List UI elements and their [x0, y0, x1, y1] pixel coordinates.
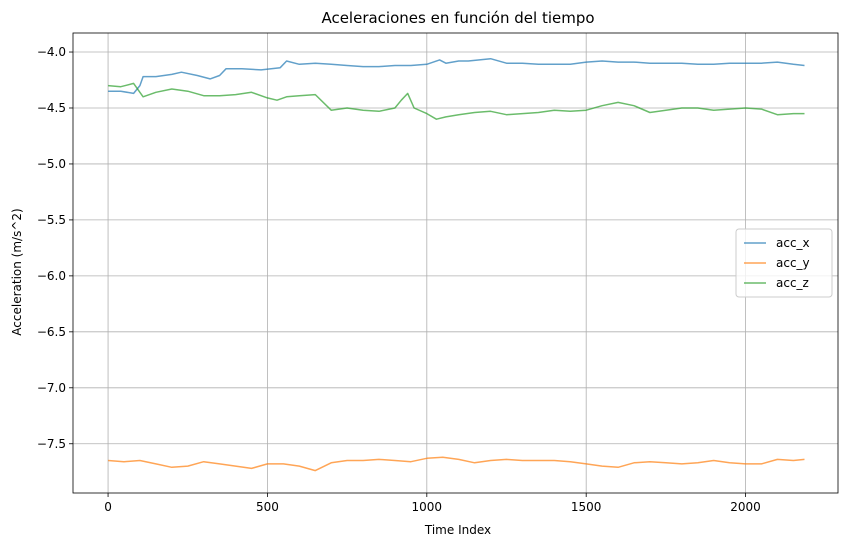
x-axis-label: Time Index: [424, 523, 491, 537]
y-tick-label: −5.5: [37, 213, 66, 227]
y-tick-label: −5.0: [37, 157, 66, 171]
y-axis-label: Acceleration (m/s^2): [10, 208, 24, 335]
x-tick-label: 1500: [571, 500, 602, 514]
series-line-acc-z: [108, 82, 805, 120]
series-line-acc-x: [108, 57, 805, 95]
series-line-acc-y: [108, 456, 805, 472]
legend: acc_x acc_y acc_z: [735, 228, 833, 298]
y-tick-label: −6.0: [37, 269, 66, 283]
x-tick-label: 2000: [730, 500, 761, 514]
y-ticks: −4.0 −4.5 −5.0 −5.5 −6.0 −6.5 −7.0 −7.5: [37, 45, 73, 451]
y-tick-label: −7.0: [37, 381, 66, 395]
y-tick-label: −7.5: [37, 437, 66, 451]
y-tick-label: −6.5: [37, 325, 66, 339]
legend-label: acc_x: [776, 236, 810, 250]
plot-frame: [72, 32, 839, 494]
legend-label: acc_y: [776, 256, 810, 270]
grid: [73, 33, 838, 493]
x-tick-label: 1000: [412, 500, 443, 514]
x-tick-label: 0: [104, 500, 112, 514]
legend-label: acc_z: [776, 276, 809, 290]
y-tick-label: −4.0: [37, 45, 66, 59]
x-ticks: 0 500 1000 1500 2000: [104, 493, 761, 514]
legend-box: [735, 228, 833, 298]
y-tick-label: −4.5: [37, 101, 66, 115]
x-tick-label: 500: [256, 500, 279, 514]
chart-title: Aceleraciones en función del tiempo: [321, 9, 594, 27]
series-layer: [108, 57, 805, 472]
